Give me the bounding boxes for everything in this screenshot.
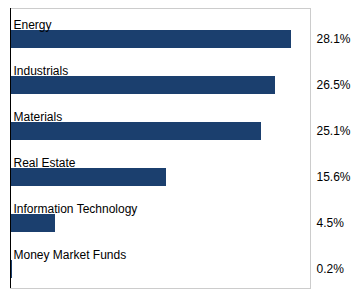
svg-text:Energy: Energy	[14, 18, 52, 32]
svg-text:Industrials: Industrials	[14, 64, 69, 78]
svg-text:Real Estate: Real Estate	[14, 156, 76, 170]
svg-text:25.1%: 25.1%	[317, 124, 351, 138]
svg-text:15.6%: 15.6%	[317, 170, 351, 184]
svg-text:26.5%: 26.5%	[317, 78, 351, 92]
svg-text:Information Technology: Information Technology	[14, 202, 138, 216]
svg-text:28.1%: 28.1%	[317, 32, 351, 46]
svg-text:Materials: Materials	[14, 110, 63, 124]
svg-text:0.2%: 0.2%	[317, 262, 345, 276]
svg-text:Money Market Funds: Money Market Funds	[14, 248, 127, 262]
svg-text:4.5%: 4.5%	[317, 216, 345, 230]
